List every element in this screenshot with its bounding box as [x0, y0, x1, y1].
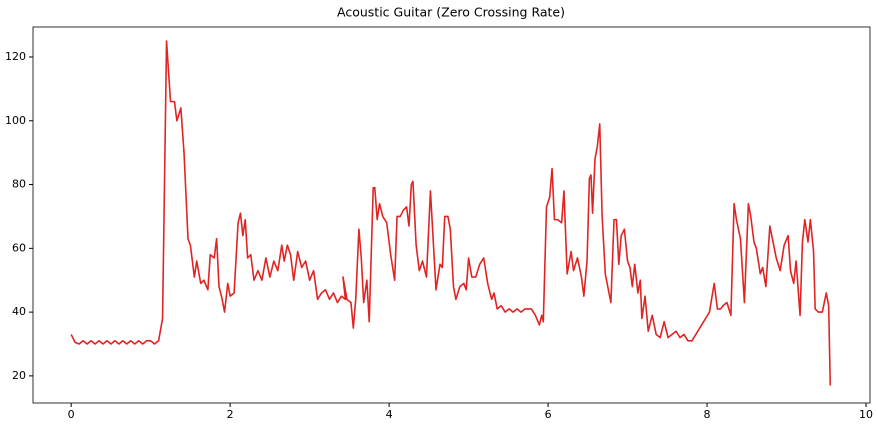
data-line — [70, 40, 832, 386]
x-tick-label: 0 — [68, 408, 75, 421]
x-tick-label: 4 — [386, 408, 393, 421]
y-tick-label: 100 — [5, 114, 26, 127]
y-tick-label: 20 — [12, 369, 26, 382]
x-tick-label: 2 — [227, 408, 234, 421]
x-tick-label: 8 — [704, 408, 711, 421]
y-tick-label: 80 — [12, 178, 26, 191]
plot-frame — [32, 26, 871, 404]
y-tick-label: 120 — [5, 50, 26, 63]
x-tick-label: 6 — [545, 408, 552, 421]
y-tick-label: 60 — [12, 241, 26, 254]
x-tick-label: 10 — [859, 408, 873, 421]
chart-title: Acoustic Guitar (Zero Crossing Rate) — [337, 5, 565, 20]
y-tick-label: 40 — [12, 305, 26, 318]
